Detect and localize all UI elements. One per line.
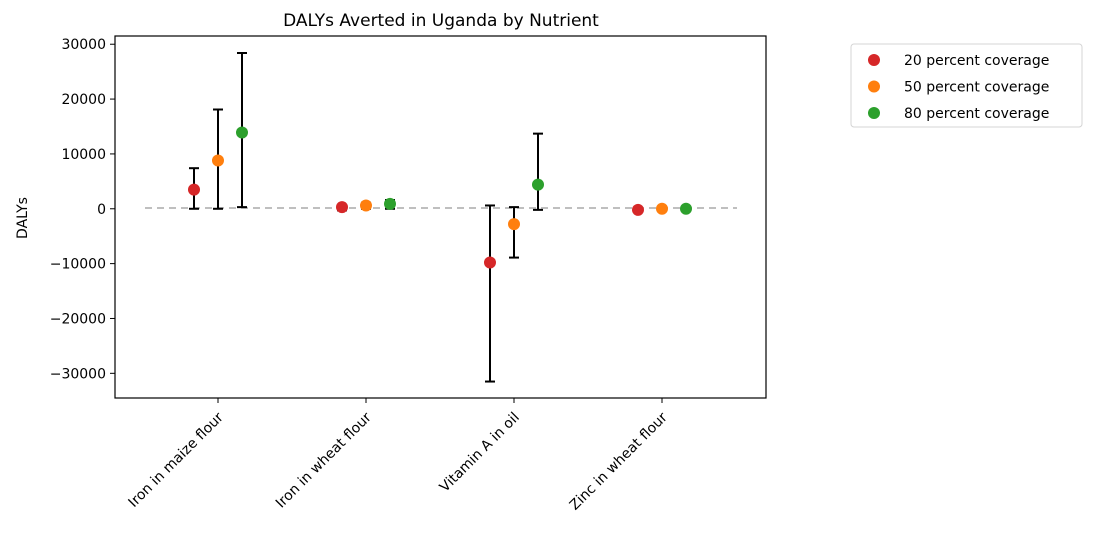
y-tick-label: −30000 — [50, 366, 106, 382]
legend-marker — [868, 107, 880, 119]
y-tick-label: 20000 — [61, 92, 106, 108]
data-point — [656, 202, 668, 215]
legend-marker — [868, 80, 880, 93]
legend-label: 80 percent coverage — [904, 106, 1049, 122]
chart-title: DALYs Averted in Uganda by Nutrient — [283, 11, 599, 31]
y-axis: −30000 −20000 −10000 0 10000 20000 30000 — [50, 37, 115, 382]
data-point — [384, 197, 396, 210]
data-point — [680, 202, 692, 215]
data-point — [336, 201, 348, 214]
legend-label: 20 percent coverage — [904, 53, 1049, 69]
x-axis: Iron in maize flour Iron in wheat flour Vi… — [126, 398, 671, 514]
legend: 20 percent coverage 50 percent coverage 80… — [850, 43, 1083, 128]
error-bars — [189, 52, 691, 383]
data-point — [532, 178, 544, 191]
y-tick-label: 10000 — [61, 147, 106, 163]
y-tick-label: 0 — [97, 202, 106, 218]
plot-frame — [114, 35, 767, 399]
y-tick-label: −20000 — [50, 311, 106, 327]
data-point — [484, 256, 496, 269]
y-axis-label: DALYs — [15, 197, 31, 239]
data-point — [212, 154, 224, 167]
x-tick-label: Iron in maize flour — [126, 409, 227, 510]
data-point — [236, 126, 248, 139]
x-tick-label: Iron in wheat flour — [273, 409, 375, 511]
x-tick-label: Vitamin A in oil — [437, 410, 523, 496]
legend-label: 50 percent coverage — [904, 80, 1049, 96]
legend-marker — [868, 54, 880, 66]
data-points — [188, 126, 692, 269]
y-tick-label: 30000 — [61, 37, 106, 53]
y-tick-label: −10000 — [50, 257, 106, 273]
data-point — [188, 183, 200, 196]
data-point — [508, 218, 520, 231]
data-point — [360, 199, 372, 212]
x-tick-label: Zinc in wheat flour — [567, 409, 671, 513]
data-point — [632, 203, 644, 216]
legend-frame — [850, 43, 1083, 128]
